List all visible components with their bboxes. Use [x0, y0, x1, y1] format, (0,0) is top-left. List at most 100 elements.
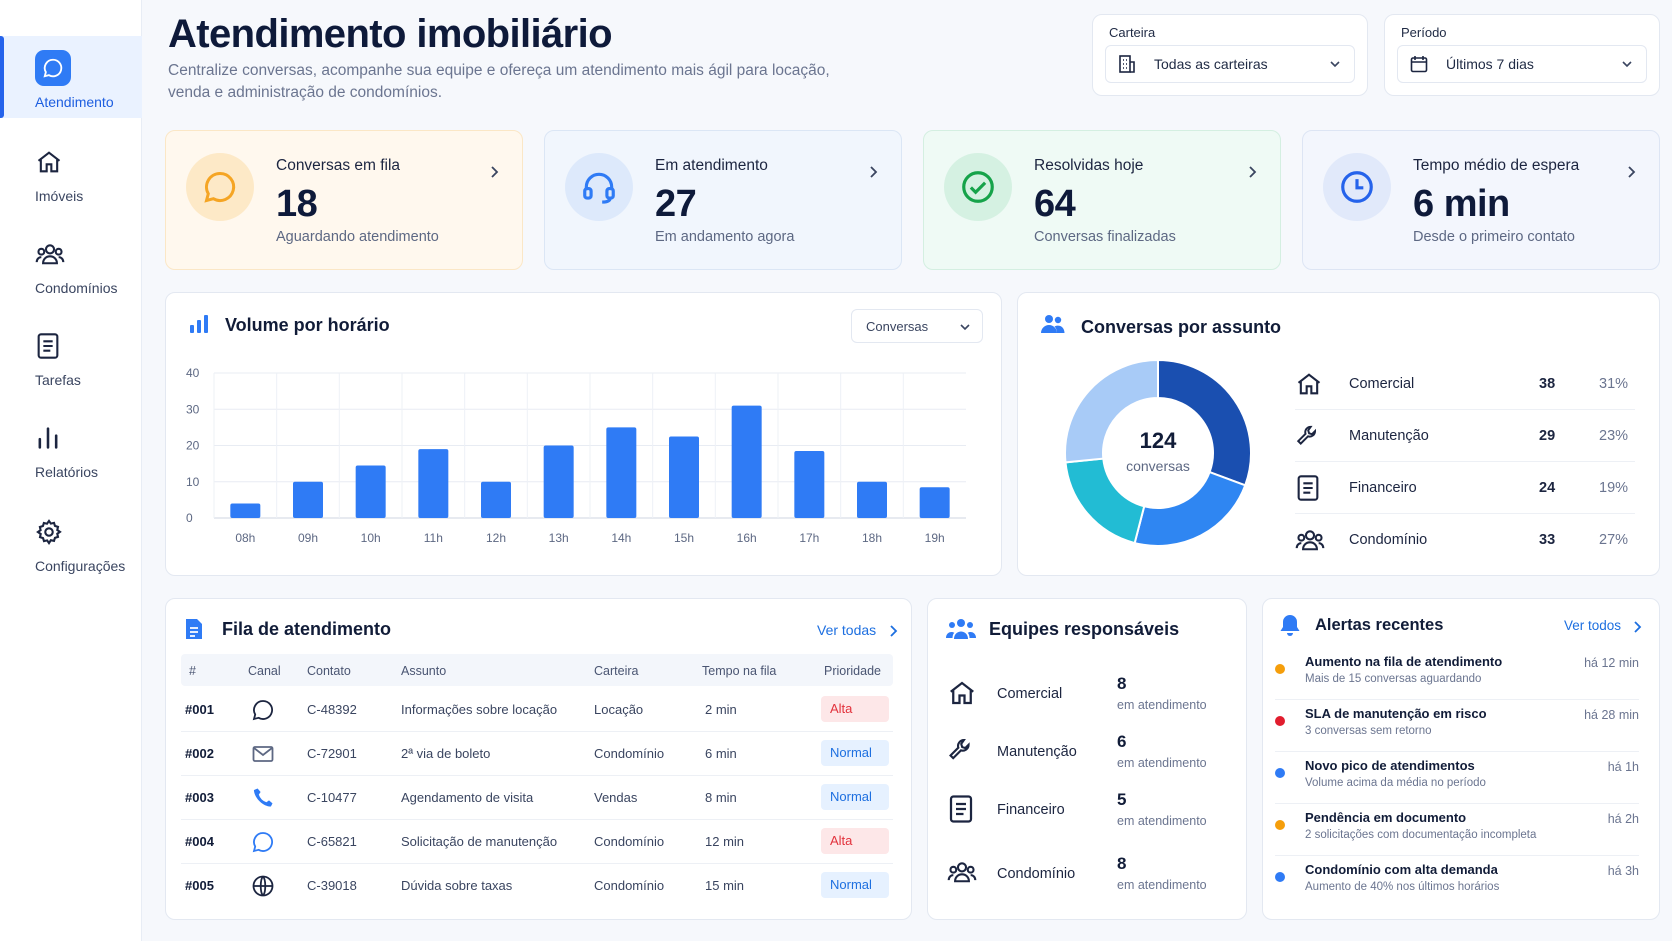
table-header — [181, 654, 893, 686]
bar-12h[interactable] — [481, 481, 511, 518]
kpi-value: 6 min — [1413, 183, 1510, 225]
alert-dot — [1275, 872, 1285, 882]
kpi-em-atendimento[interactable]: Em atendimento 27 Em andamento agora — [544, 130, 902, 270]
team-count: 5 — [1117, 790, 1127, 809]
alertas-title: Alertas recentes — [1315, 616, 1444, 634]
donut-slice-condomínio[interactable] — [1064, 358, 1159, 464]
sidebar-item-tarefas[interactable]: Tarefas — [0, 328, 142, 388]
bar-14h[interactable] — [606, 427, 637, 518]
assunto-count: 29 — [1539, 427, 1556, 444]
row-tempo: 15 min — [705, 878, 745, 893]
row-assunto: Agendamento de visita — [401, 790, 534, 805]
kpi-conversas-em-fila[interactable]: Conversas em fila 18 Aguardando atendime… — [165, 130, 523, 270]
bar-16h[interactable] — [731, 405, 762, 518]
donut-slice-comercial[interactable] — [1157, 358, 1252, 487]
document-icon — [35, 328, 71, 364]
row-id: #002 — [185, 746, 214, 761]
periodo-select-value: Últimos 7 dias — [1446, 56, 1534, 72]
team-count: 6 — [1117, 732, 1127, 751]
bar-18h[interactable] — [857, 481, 887, 518]
team-row[interactable]: Manutenção 6 em atendimento — [947, 724, 1237, 782]
x-tick-label: 10h — [361, 531, 381, 545]
table-row[interactable]: #001 C-48392 Informações sobre locação L… — [181, 688, 893, 732]
sidebar-item-label: Tarefas — [35, 372, 81, 388]
page-subtitle: Centralize conversas, acompanhe sua equi… — [168, 62, 830, 101]
team-name: Manutenção — [997, 744, 1077, 760]
team-sub: em atendimento — [1117, 756, 1207, 770]
kpi-label: Resolvidas hoje — [1034, 157, 1144, 174]
chevron-right-icon — [491, 166, 499, 178]
alertas-ver-todos-link[interactable]: Ver todos — [1564, 618, 1622, 633]
kpi-value: 18 — [276, 183, 318, 225]
x-tick-label: 15h — [674, 531, 694, 545]
table-row[interactable]: #002 C-72901 2ª via de boleto Condomínio… — [181, 732, 893, 776]
sidebar-item-label: Imóveis — [35, 188, 84, 204]
gear-icon — [35, 514, 71, 550]
alert-item[interactable]: Condomínio com alta demanda Aumento de 4… — [1275, 856, 1639, 908]
assunto-pct: 23% — [1599, 427, 1629, 444]
row-carteira: Condomínio — [594, 878, 665, 893]
chevron-right-icon — [870, 166, 878, 178]
team-sub: em atendimento — [1117, 878, 1207, 892]
bar-17h[interactable] — [794, 450, 825, 518]
bar-11h[interactable] — [418, 449, 449, 518]
alert-item[interactable]: Pendência em documento 2 solicitações co… — [1275, 804, 1639, 856]
priority-badge: Normal — [821, 740, 889, 766]
priority-badge: Normal — [821, 872, 889, 898]
team-row[interactable]: Comercial 8 em atendimento — [947, 666, 1237, 724]
bar-08h[interactable] — [230, 503, 261, 519]
bar-15h[interactable] — [669, 436, 699, 518]
column-header: Carteira — [594, 664, 639, 678]
sidebar-item-condominios[interactable]: Condomínios — [0, 236, 142, 296]
x-tick-label: 08h — [235, 531, 255, 545]
volume-panel: Volume por horário Conversas 0 10 20 30 40 08… — [165, 292, 1002, 576]
column-header: Contato — [307, 664, 351, 678]
kpi-sub: Conversas finalizadas — [1034, 229, 1176, 245]
alert-sub: Aumento de 40% nos últimos horários — [1305, 881, 1500, 893]
alert-item[interactable]: SLA de manutenção em risco 3 conversas s… — [1275, 700, 1639, 752]
sidebar-item-imoveis[interactable]: Imóveis — [0, 144, 142, 204]
sidebar-item-configuracoes[interactable]: Configurações — [0, 514, 142, 574]
row-contato: C-72901 — [307, 746, 357, 761]
page-title: Atendimento imobiliário — [168, 12, 613, 56]
row-carteira: Vendas — [594, 790, 638, 805]
team-row[interactable]: Financeiro 5 em atendimento — [947, 782, 1237, 840]
kpi-resolvidas-hoje[interactable]: Resolvidas hoje 64 Conversas finalizadas — [923, 130, 1281, 270]
chevron-right-icon[interactable] — [888, 624, 898, 638]
kpi-sub: Em andamento agora — [655, 229, 795, 245]
volume-metric-select[interactable]: Conversas — [851, 309, 983, 343]
bar-09h[interactable] — [293, 481, 323, 518]
assunto-legend-row: Financeiro 24 19% — [1295, 462, 1635, 514]
periodo-select[interactable]: Últimos 7 dias — [1397, 45, 1647, 83]
kpi-tempo-medio-espera[interactable]: Tempo médio de espera 6 min Desde o prim… — [1302, 130, 1660, 270]
home-icon — [947, 678, 979, 710]
sidebar-item-relatorios[interactable]: Relatórios — [0, 420, 142, 480]
row-id: #004 — [185, 834, 214, 849]
bar-10h[interactable] — [355, 465, 386, 518]
row-assunto: Informações sobre locação — [401, 702, 558, 717]
carteira-select[interactable]: Todas as carteiras — [1105, 45, 1355, 83]
bar-13h[interactable] — [543, 445, 574, 519]
table-row[interactable]: #003 C-10477 Agendamento de visita Venda… — [181, 776, 893, 820]
kpi-sub: Aguardando atendimento — [276, 229, 439, 245]
chevron-right-icon[interactable] — [1632, 620, 1642, 634]
kpi-label: Em atendimento — [655, 157, 768, 174]
column-header: Prioridade — [824, 664, 881, 678]
carteira-filter-label: Carteira — [1109, 25, 1156, 40]
donut-slice-manutenção[interactable] — [1133, 470, 1247, 547]
chevron-down-icon — [960, 324, 970, 331]
periodo-filter-label: Período — [1401, 25, 1447, 40]
fila-ver-todas-link[interactable]: Ver todas — [817, 622, 877, 638]
row-assunto: Dúvida sobre taxas — [401, 878, 513, 893]
sidebar-item-label: Relatórios — [35, 464, 99, 480]
bar-chart-icon — [35, 420, 71, 456]
sidebar-item-atendimento[interactable]: Atendimento — [0, 36, 142, 118]
team-count: 8 — [1117, 674, 1127, 693]
alert-item[interactable]: Aumento na fila de atendimento Mais de 1… — [1275, 648, 1639, 700]
table-row[interactable]: #005 C-39018 Dúvida sobre taxas Condomín… — [181, 864, 893, 908]
alert-item[interactable]: Novo pico de atendimentos Volume acima d… — [1275, 752, 1639, 804]
bar-19h[interactable] — [919, 487, 950, 518]
table-row[interactable]: #004 C-65821 Solicitação de manutenção C… — [181, 820, 893, 864]
chevron-down-icon — [1622, 61, 1632, 68]
team-row[interactable]: Condomínio 8 em atendimento — [947, 846, 1237, 904]
